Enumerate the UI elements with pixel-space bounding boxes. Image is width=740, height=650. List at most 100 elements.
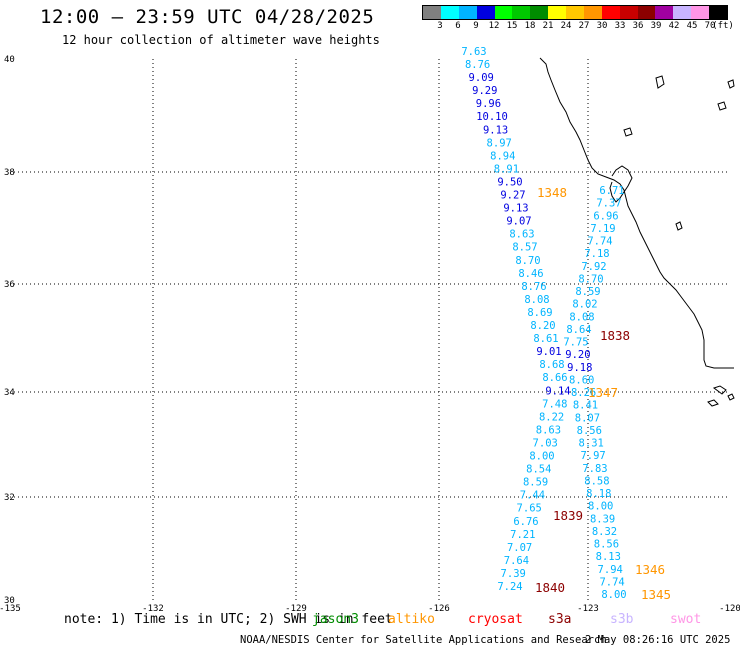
pass-time-label: 1345 [641,587,671,602]
legend-cryosat: cryosat [468,612,523,627]
color-swatch [423,6,441,19]
wave-height-value: 8.13 [596,551,621,563]
wave-height-value: 8.63 [536,424,561,436]
satellite-legend: note: 1) Time is in UTC; 2) SWH is in fe… [0,612,740,630]
pass-time-label: 1348 [537,185,567,200]
pass-time-label: 1347 [588,385,618,400]
color-swatch [673,6,692,19]
longitude-label: -126 [428,604,450,614]
wave-height-value: 9.18 [567,362,592,374]
wave-height-value: 8.68 [539,359,564,371]
pass-time-label: 1346 [635,562,665,577]
color-scale-label: (ft) [712,21,734,31]
pass-time-label: 1838 [600,328,630,343]
wave-height-value: 8.64 [566,324,591,336]
wave-height-value: 6.76 [513,516,538,528]
longitude-label: -132 [142,604,164,614]
color-scale-label: 27 [578,21,590,31]
color-swatch [637,6,656,19]
wave-height-value: 7.74 [599,576,624,588]
wave-height-value: 7.19 [590,223,615,235]
credit-text: NOAA/NESDIS Center for Satellite Applica… [240,634,607,646]
latitude-label: 38 [4,168,15,178]
wave-height-value: 7.83 [582,463,607,475]
color-scale-label: 42 [668,21,680,31]
color-swatch [691,6,709,19]
wave-height-value: 9.07 [506,216,531,228]
altimeter-tracks: 7.638.769.099.299.9610.109.138.978.948.9… [461,46,626,601]
axis-tick-labels: 40 38 36 34 32 30-135 -132 -129 -126 -123 -120 [0,55,740,614]
wave-height-value: 8.70 [578,273,603,285]
wave-height-value: 7.18 [584,248,609,260]
wave-height-value: 7.97 [580,450,605,462]
wave-height-value: 7.75 [563,337,588,349]
color-swatch [440,6,459,19]
color-swatch [619,6,638,19]
color-swatch [583,6,602,19]
wave-height-value: 9.14 [545,385,570,397]
channel-islands [707,385,735,407]
map-title: 12:00 — 23:59 UTC 04/28/2025 [40,6,375,28]
color-scale-label: 45 [686,21,698,31]
color-scale-label: 36 [632,21,644,31]
wave-height-value: 8.00 [601,589,626,601]
color-swatch [494,6,513,19]
wave-height-value: 8.00 [529,451,554,463]
longitude-label: -120 [719,604,740,614]
color-scale-label: 30 [596,21,608,31]
wave-height-value: 8.61 [533,333,558,345]
legend-jason3: jason3 [312,612,359,627]
color-scale-label: 70 [704,21,716,31]
color-scale-label: 21 [542,21,554,31]
wave-height-value: 8.07 [575,412,600,424]
wave-height-value: 7.44 [520,490,545,502]
legend-swot: swot [670,612,702,627]
wave-height-value: 8.66 [542,372,567,384]
pass-time-label: 1839 [553,508,583,523]
wave-height-value: 8.20 [530,320,555,332]
color-scale-label: 24 [560,21,572,31]
wave-height-value: 8.08 [569,311,594,323]
color-swatch [512,6,531,19]
wave-height-value: 9.13 [503,203,528,215]
wave-height-value: 8.18 [586,488,611,500]
wave-height-value: 9.20 [565,349,590,361]
longitude-label: -123 [577,604,599,614]
wave-height-value: 8.57 [512,242,537,254]
wave-height-value: 8.97 [487,137,512,149]
wave-height-value: 7.65 [517,503,542,515]
wave-height-value: 7.03 [533,437,558,449]
color-swatch [476,6,495,19]
wave-height-value: 8.58 [584,475,609,487]
color-scale-label: 12 [488,21,500,31]
wave-height-value: 10.10 [476,111,508,123]
wave-height-value: 8.02 [572,299,597,311]
wave-height-value: 6.71 [599,185,624,197]
color-swatch [530,6,549,19]
wave-height-value: 9.29 [472,85,497,97]
legend-note: note: 1) Time is in UTC; 2) SWH is in fe… [64,612,393,627]
wave-height-value: 8.22 [539,411,564,423]
wave-height-value: 8.00 [588,501,613,513]
wave-height-value: 9.27 [500,190,525,202]
inland-lakes [623,75,735,231]
wave-height-value: 8.63 [509,229,534,241]
wave-height-value: 9.01 [536,346,561,358]
wave-height-value: 8.76 [521,281,546,293]
wave-height-value: 7.07 [507,542,532,554]
wave-height-value: 7.39 [501,568,526,580]
wave-height-value: 7.94 [598,564,623,576]
longitude-label: -135 [0,604,21,614]
wave-height-value: 9.50 [497,176,522,188]
wave-height-value: 7.48 [542,398,567,410]
wave-height-value: 8.26 [571,387,596,399]
wave-height-value: 8.59 [523,477,548,489]
wave-height-value: 8.94 [490,150,515,162]
latitude-label: 40 [4,55,15,65]
latitude-label: 32 [4,493,15,503]
color-scale-label: 15 [506,21,518,31]
coastline [539,57,734,369]
wave-height-value: 9.09 [469,72,494,84]
wave-height-value: 8.56 [594,539,619,551]
